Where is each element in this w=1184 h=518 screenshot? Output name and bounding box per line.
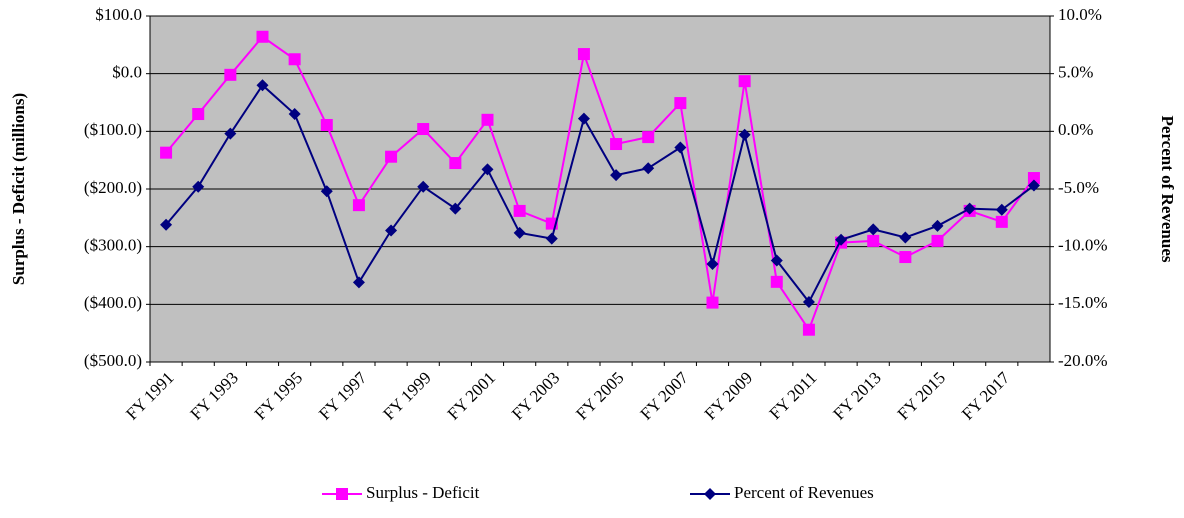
x-tick-label: FY 1991 [122, 368, 177, 423]
series-marker [899, 231, 912, 244]
series-marker [192, 180, 205, 193]
series-marker [995, 215, 1008, 228]
series-marker [385, 150, 398, 163]
series-marker [449, 157, 462, 170]
legend-label: Percent of Revenues [734, 483, 874, 502]
series-marker [867, 234, 880, 247]
series-marker [770, 254, 783, 267]
x-tick-label: FY 2007 [637, 368, 693, 424]
series-marker [320, 118, 333, 131]
series-marker [577, 112, 590, 125]
series-marker [417, 180, 430, 193]
series-marker [706, 257, 719, 270]
x-tick-label: FY 1999 [379, 368, 434, 423]
x-tick-label: FY 2015 [894, 368, 949, 423]
y2-tick-label: 10.0% [1058, 5, 1102, 24]
series-marker [1027, 172, 1040, 185]
series-marker [802, 323, 815, 336]
series-marker [867, 223, 880, 236]
y-tick-label: ($200.0) [84, 178, 142, 197]
series-marker [256, 79, 269, 92]
series-marker [899, 251, 912, 264]
series-marker [352, 199, 365, 212]
series-marker [224, 127, 237, 140]
series-marker [417, 123, 430, 136]
series-marker [449, 202, 462, 215]
series-marker [481, 163, 494, 176]
series-marker [738, 75, 751, 88]
series-marker [770, 275, 783, 288]
y2-tick-label: -5.0% [1058, 178, 1099, 197]
y2-tick-label: -15.0% [1058, 293, 1108, 312]
series-marker [577, 48, 590, 61]
x-tick-label: FY 2009 [701, 368, 756, 423]
x-tick-label: FY 2011 [766, 368, 821, 423]
y2-tick-label: 5.0% [1058, 63, 1093, 82]
y-tick-label: $0.0 [112, 63, 142, 82]
y2-tick-label: 0.0% [1058, 120, 1093, 139]
x-tick-label: FY 2013 [829, 368, 884, 423]
series-marker [513, 226, 526, 239]
legend-label: Surplus - Deficit [366, 483, 480, 502]
series-marker [802, 296, 815, 309]
series-marker [481, 113, 494, 126]
series-marker [963, 202, 976, 215]
y-tick-label: ($100.0) [84, 120, 142, 139]
x-tick-label: FY 1995 [251, 368, 306, 423]
series-line [165, 35, 1035, 332]
x-tick-label: FY 2001 [444, 368, 499, 423]
series-marker [738, 128, 751, 141]
legend-marker [704, 488, 716, 500]
series-marker [160, 146, 173, 159]
x-tick-label: FY 1997 [315, 368, 371, 424]
series-marker [545, 232, 558, 245]
series-marker [835, 233, 848, 246]
legend-marker [336, 488, 348, 500]
series-marker [513, 204, 526, 217]
series-marker [995, 203, 1008, 216]
series-marker [642, 131, 655, 144]
y-tick-label: ($400.0) [84, 293, 142, 312]
x-tick-label: FY 1993 [187, 368, 242, 423]
series-marker [320, 185, 333, 198]
series-marker [288, 53, 301, 66]
series-marker [160, 218, 173, 231]
series-marker [352, 276, 365, 289]
x-tick-label: FY 2017 [958, 368, 1014, 424]
series-line [165, 83, 1035, 304]
y-tick-label: ($500.0) [84, 351, 142, 370]
series-marker [385, 224, 398, 237]
y-tick-label: $100.0 [95, 5, 142, 24]
series-marker [642, 162, 655, 175]
series-marker [224, 68, 237, 81]
series-marker [256, 30, 269, 43]
y2-tick-label: -10.0% [1058, 236, 1108, 255]
series-marker [192, 108, 205, 121]
series-marker [610, 169, 623, 182]
series-marker [706, 296, 719, 309]
y2-tick-label: -20.0% [1058, 351, 1108, 370]
series-marker [610, 138, 623, 151]
y-axis-title: Surplus - Deficit (millions) [9, 93, 28, 285]
x-tick-label: FY 2003 [508, 368, 563, 423]
series-marker [1027, 179, 1040, 192]
y2-axis-title: Percent of Revenues [1158, 116, 1177, 263]
series-marker [674, 97, 687, 110]
series-marker [931, 234, 944, 247]
series-marker [931, 219, 944, 232]
series-marker [674, 141, 687, 154]
series-marker [288, 108, 301, 121]
x-tick-label: FY 2005 [572, 368, 627, 423]
y-tick-label: ($300.0) [84, 236, 142, 255]
